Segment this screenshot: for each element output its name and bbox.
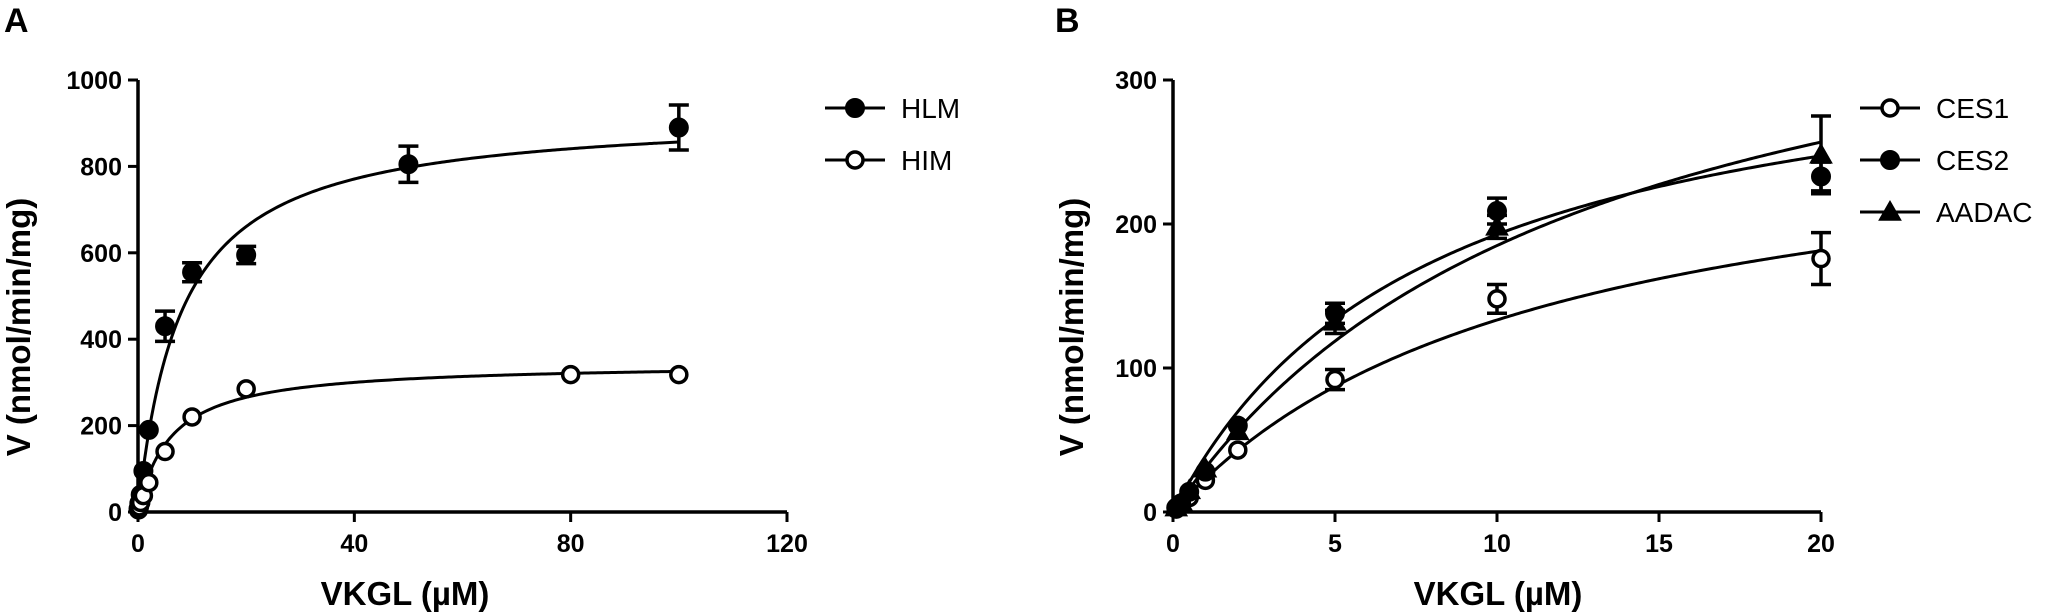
panel-b-ces1-fit-curve [1171,249,1822,514]
panel-b-aadac-point [1177,478,1202,500]
panel-a-hlm-point [155,316,176,337]
panel-a-y-axis-title: V (nmol/min/mg) [0,198,37,457]
panel-b-letter: B [1055,2,1080,40]
panel-a-him-point [669,364,689,385]
panel-a-x-tick-label: 0 [131,530,145,558]
panel-a: A 0 200 400 600 800 1000 0 40 80 120 VKGL (µM) V … [0,2,960,612]
panel-b-x-axis-title: VKGL (µM) [1414,575,1583,612]
panel-a-hlm-point [398,154,419,175]
panel-a-him-point [155,441,175,462]
panel-b-x-tick-label: 10 [1483,530,1511,558]
panel-a-legend-him-marker [845,150,865,170]
panel-b-x-tick-label: 15 [1645,530,1673,558]
panel-b-plot-area: 0 100 200 300 0 5 10 15 20 [1115,67,1835,558]
panel-a-x-tick-label: 80 [557,530,585,558]
panel-a-him-point [236,379,256,399]
panel-a-legend-hlm-marker [845,98,865,118]
panel-b-aadac-point [1323,309,1347,331]
panel-b-ces1-point [1811,248,1831,269]
panel-b-legend-aadac-marker [1878,199,1902,221]
panel-b-y-tick-label: 200 [1115,211,1157,239]
panel-b-x-tick-label: 5 [1328,530,1342,558]
panel-b-aadac-point [1193,456,1218,478]
panel-b-ces1-point [1228,440,1248,460]
panel-b-legend-ces2-marker [1880,150,1900,170]
panel-b-y-tick-label: 0 [1143,499,1157,527]
panel-b-y-axis-title: V (nmol/min/mg) [1053,198,1090,457]
panel-b-legend: CES1 CES2 AADAC [1860,93,2032,228]
panel-b-aadac-fit-curve [1171,140,1822,513]
panel-b-y-tick-label: 100 [1115,355,1157,383]
panel-b-legend-aadac-label: AADAC [1936,197,2032,228]
panel-b-aadac-point [1169,489,1193,511]
panel-b-aadac-point [1809,142,1833,164]
panel-a-y-tick-label: 1000 [66,67,122,95]
panel-a-legend-him-label: HIM [901,145,952,176]
panel-a-him-point [182,407,202,427]
panel-a-hlm-fit-curve [136,140,679,513]
panel-b-legend-ces1-marker [1880,98,1900,118]
panel-a-hlm-point [138,419,159,440]
panel-a-hlm-point [236,244,257,265]
panel-a-legend-hlm-label: HLM [901,93,960,124]
panel-b-x-tick-label: 0 [1166,530,1180,558]
panel-a-y-tick-label: 800 [80,153,122,181]
panel-a-x-axis-title: VKGL (µM) [321,575,490,612]
panel-a-y-tick-label: 400 [80,326,122,354]
panel-b-legend-ces1-label: CES1 [1936,93,2009,124]
panel-a-hlm-point [182,262,203,283]
panel-a-x-tick-label: 120 [766,530,808,558]
panel-a-y-tick-label: 600 [80,240,122,268]
panel-a-y-tick-label: 200 [80,413,122,441]
panel-b-legend-ces2-label: CES2 [1936,145,2009,176]
panel-a-him-fit-curve [136,369,679,513]
panel-a-him-point [139,472,159,493]
panel-b-aadac-point [1485,214,1509,236]
panel-a-plot-area: 0 200 400 600 800 1000 0 40 80 120 [66,67,807,558]
panel-b-ces1-point [1325,369,1345,390]
panel-a-y-tick-label: 0 [108,499,122,527]
panel-a-letter: A [4,2,29,40]
panel-b-ces1-point [1487,289,1507,309]
panel-a-hlm-point [668,117,689,138]
panel-b-aadac-point [1225,419,1250,441]
panel-a-him-point [560,364,581,385]
panel-b-x-tick-label: 20 [1807,530,1835,558]
panel-b: B 0 100 200 300 0 5 10 15 20 VKGL (µM) V (nmol/m… [1053,2,2032,612]
panel-a-x-tick-label: 40 [340,530,368,558]
panel-b-y-tick-label: 300 [1115,67,1157,95]
panel-a-legend: HLM HIM [825,93,960,176]
